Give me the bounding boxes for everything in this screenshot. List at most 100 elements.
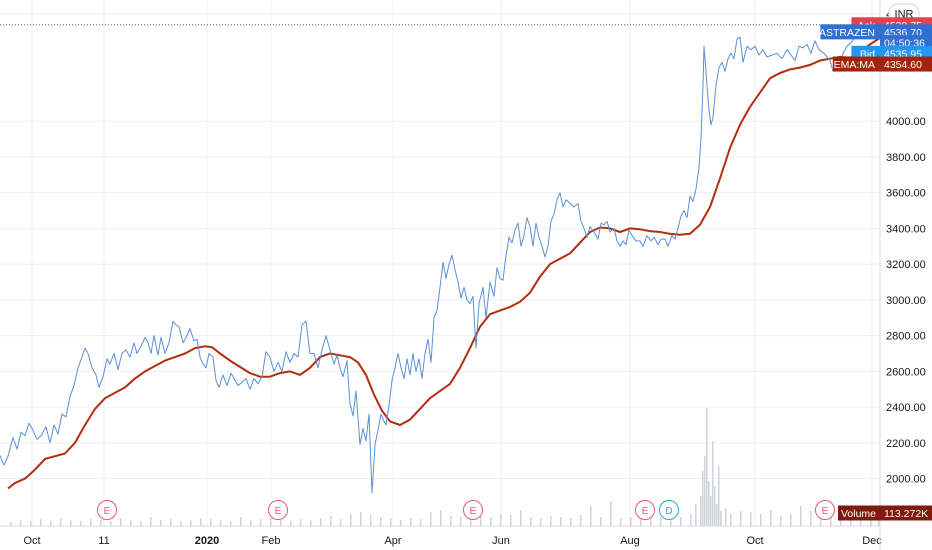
volume-bar bbox=[712, 441, 714, 526]
x-tick-label: 11 bbox=[98, 535, 109, 547]
volume-bar bbox=[716, 504, 718, 526]
event-marker-label: E bbox=[275, 506, 282, 517]
event-marker-e[interactable]: E bbox=[635, 500, 655, 520]
volume-bar bbox=[550, 516, 552, 526]
volume-bar bbox=[660, 517, 662, 526]
volume-bar bbox=[150, 517, 152, 526]
volume-bar bbox=[320, 518, 322, 526]
x-tick-label: Oct bbox=[23, 535, 40, 547]
volume-bar bbox=[680, 517, 682, 526]
volume-bar bbox=[470, 518, 472, 526]
volume-bar bbox=[90, 519, 92, 526]
event-marker-e[interactable]: E bbox=[97, 500, 117, 520]
volume-bar bbox=[750, 512, 752, 526]
volume-bar bbox=[790, 514, 792, 526]
event-marker-label: E bbox=[104, 506, 111, 517]
volume-bar bbox=[330, 516, 332, 526]
x-tick-label: Oct bbox=[746, 535, 763, 547]
volume-bar bbox=[730, 514, 732, 526]
y-tick-label: 3800.00 bbox=[886, 152, 926, 164]
volume-bar bbox=[220, 520, 222, 526]
volume-bar bbox=[410, 518, 412, 526]
volume-bar bbox=[310, 520, 312, 526]
volume-bar bbox=[630, 517, 632, 526]
volume-bar bbox=[140, 521, 142, 526]
volume-bar bbox=[160, 520, 162, 526]
volume-bar bbox=[740, 511, 742, 526]
x-tick-label: Jun bbox=[492, 535, 510, 547]
event-marker-e[interactable]: E bbox=[463, 500, 483, 520]
event-marker-label: E bbox=[822, 506, 829, 517]
volume-bar bbox=[400, 520, 402, 526]
price-tags: INRAsk4539.75ASTRAZEN4536.7004:50:36Bid4… bbox=[819, 3, 932, 521]
volume-tag: Volume 113.272K bbox=[838, 505, 932, 521]
y-tick-label: 2600.00 bbox=[886, 366, 926, 378]
volume-bar bbox=[280, 520, 282, 526]
volume-bar bbox=[708, 481, 710, 526]
volume-bar bbox=[540, 518, 542, 526]
y-tick-label: 2800.00 bbox=[886, 331, 926, 343]
volume-bar bbox=[450, 516, 452, 526]
volume-bar bbox=[820, 514, 822, 526]
volume-bar bbox=[340, 519, 342, 526]
price-tag-value: 4354.60 bbox=[884, 59, 922, 71]
event-marker-circle bbox=[463, 500, 483, 520]
event-marker-d[interactable]: D bbox=[659, 500, 679, 520]
volume-bar bbox=[440, 510, 442, 526]
event-marker-e[interactable]: E bbox=[268, 500, 288, 520]
volume-bar bbox=[110, 521, 112, 526]
y-tick-label: 2000.00 bbox=[886, 474, 926, 486]
volume-bar bbox=[640, 514, 642, 526]
volume-bar bbox=[30, 521, 32, 526]
y-tick-label: 3000.00 bbox=[886, 295, 926, 307]
volume-bar bbox=[714, 486, 716, 526]
volume-bar bbox=[60, 518, 62, 526]
volume-bar bbox=[200, 518, 202, 526]
price-line bbox=[0, 24, 880, 494]
y-tick-label: 3400.00 bbox=[886, 223, 926, 235]
volume-bar bbox=[695, 504, 697, 526]
volume-bar bbox=[620, 518, 622, 526]
volume-bar bbox=[610, 501, 612, 526]
event-marker-circle bbox=[97, 500, 117, 520]
volume-bar bbox=[770, 510, 772, 526]
event-marker-label: E bbox=[470, 506, 477, 517]
volume-bar bbox=[430, 512, 432, 526]
y-tick-label: 2200.00 bbox=[886, 438, 926, 450]
volume-bar bbox=[360, 512, 362, 526]
volume-bar bbox=[670, 519, 672, 526]
volume-bar bbox=[520, 510, 522, 526]
volume-bar bbox=[10, 522, 12, 526]
volume-bar bbox=[370, 515, 372, 526]
volume-bar bbox=[710, 496, 712, 526]
price-tag-name: ASTRAZEN bbox=[819, 27, 875, 39]
volume-bar bbox=[702, 471, 704, 526]
volume-bar bbox=[570, 518, 572, 526]
event-marker-circle bbox=[268, 500, 288, 520]
volume-bar bbox=[480, 516, 482, 526]
volume-bar bbox=[260, 519, 262, 526]
volume-bar bbox=[580, 515, 582, 526]
volume-bar bbox=[460, 517, 462, 526]
volume-bar bbox=[380, 517, 382, 526]
volume-bar bbox=[600, 517, 602, 526]
volume-bar bbox=[500, 514, 502, 526]
volume-bar bbox=[270, 518, 272, 526]
event-marker-circle bbox=[815, 500, 835, 520]
volume-tag-value: 113.272K bbox=[884, 508, 928, 520]
volume-bar bbox=[300, 519, 302, 526]
x-tick-label: Feb bbox=[262, 535, 281, 547]
volume-bars bbox=[10, 408, 880, 526]
x-tick-label: Dec bbox=[862, 535, 882, 547]
volume-bar bbox=[40, 519, 42, 526]
volume-bar bbox=[704, 456, 706, 526]
event-marker-e[interactable]: E bbox=[815, 500, 835, 520]
volume-bar bbox=[725, 508, 727, 526]
volume-bar bbox=[700, 496, 702, 526]
volume-bar bbox=[718, 466, 720, 526]
y-tick-label: 4000.00 bbox=[886, 116, 926, 128]
volume-bar bbox=[530, 517, 532, 526]
